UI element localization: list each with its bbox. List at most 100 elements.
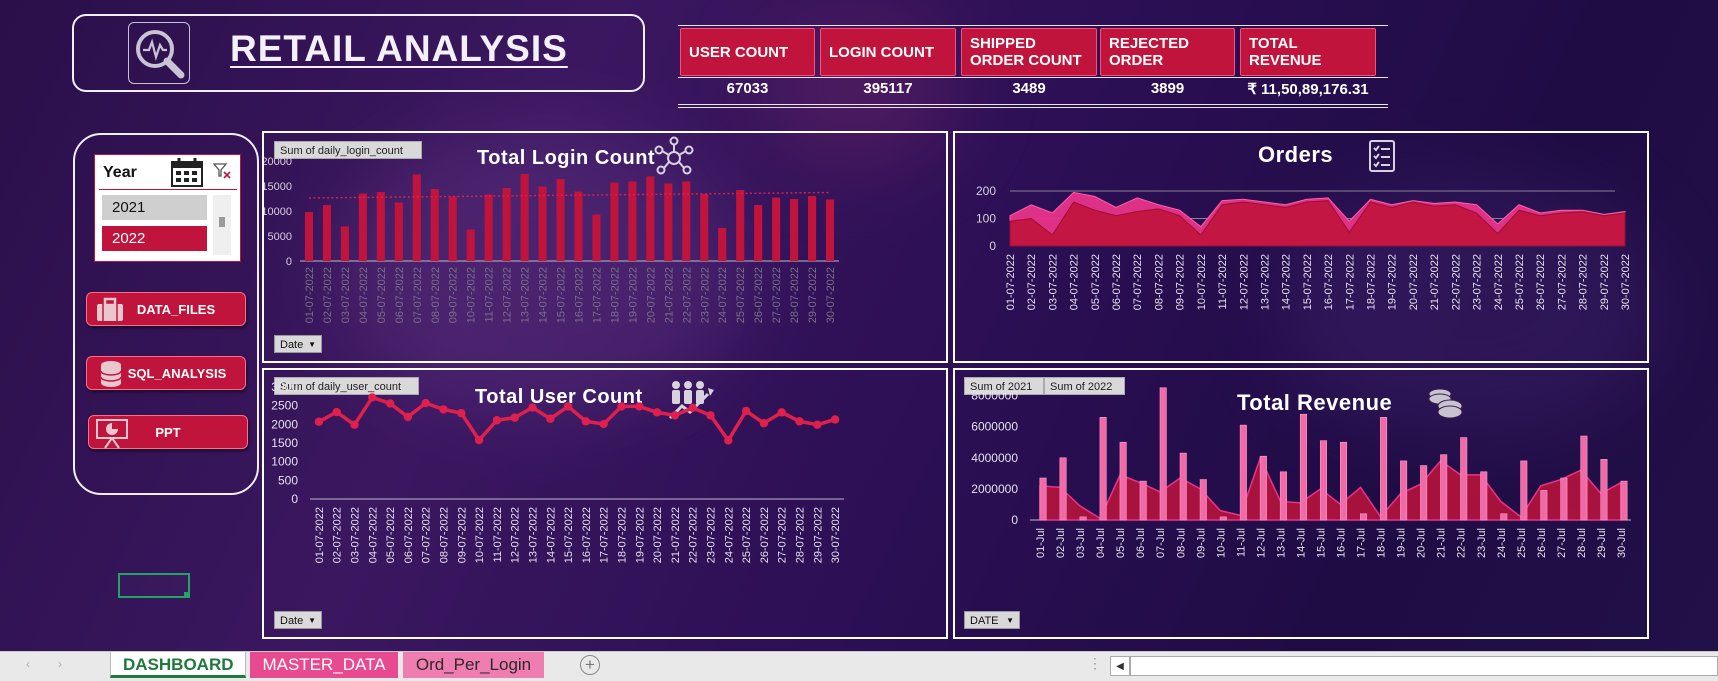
slicer-item-2021[interactable]: 2021 — [102, 195, 207, 220]
revenue-2022-bar — [1440, 454, 1448, 521]
clear-filter-icon[interactable] — [212, 163, 231, 184]
revenue-2021-button[interactable]: Sum of 2021 — [964, 377, 1044, 395]
slicer-item-2022[interactable]: 2022 — [102, 226, 207, 251]
tab-ord-per-login[interactable]: Ord_Per_Login — [403, 652, 544, 678]
x-tick-label: 16-07-2022 — [581, 507, 593, 563]
x-tick-label: 16-Jul — [1336, 528, 1348, 558]
users-field-button[interactable]: Sum of daily_user_count — [274, 377, 419, 395]
login-bar — [394, 202, 403, 261]
revenue-2022-bar — [1500, 513, 1508, 521]
x-tick-label: 08-Jul — [1175, 528, 1187, 558]
login-chart-title: Total Login Count — [477, 147, 656, 169]
user-count-point — [385, 399, 395, 408]
data-files-button[interactable]: DATA_FILES — [86, 292, 246, 326]
x-tick-label: 10-Jul — [1215, 528, 1227, 558]
login-bar — [322, 205, 331, 261]
user-count-point — [652, 408, 662, 417]
orders-area-2 — [1009, 200, 1626, 247]
y-tick-label: 100 — [976, 212, 996, 226]
x-tick-label: 21-07-2022 — [1429, 254, 1441, 310]
kpi-bottom-rule — [678, 104, 1388, 105]
login-bar — [772, 197, 781, 261]
login-date-filter[interactable]: Date ▼ — [274, 335, 322, 353]
tab-scroll-left-icon[interactable]: ‹ — [26, 657, 30, 671]
x-tick-label: 05-07-2022 — [385, 507, 397, 563]
revenue-2022-bar — [1420, 465, 1428, 521]
login-field-button[interactable]: Sum of daily_login_count — [274, 141, 422, 159]
x-tick-label: 27-07-2022 — [1556, 254, 1568, 310]
x-tick-label: 28-Jul — [1576, 528, 1588, 558]
x-tick-label: 12-07-2022 — [1238, 254, 1250, 310]
revenue-bar-chart: 0 2000000 4000000 6000000 8000000 01-Jul 02-Ju… — [971, 387, 1631, 558]
revenue-2022-bar — [1520, 460, 1528, 521]
user-count-point — [421, 398, 430, 408]
tab-dashboard[interactable]: DASHBOARD — [110, 652, 246, 678]
y-tick-label: 0 — [286, 256, 292, 268]
kpi-bottom-rule-2 — [678, 107, 1388, 108]
login-bar — [304, 212, 314, 261]
user-count-point — [635, 402, 644, 411]
selected-cell[interactable] — [118, 573, 190, 598]
x-tick-label: 25-Jul — [1516, 528, 1528, 558]
x-tick-label: 06-07-2022 — [403, 507, 415, 563]
y-tick-label: 2000 — [271, 417, 298, 431]
revenue-2021-area — [1039, 455, 1622, 521]
x-tick-label: 13-Jul — [1275, 528, 1287, 558]
x-tick-label: 19-07-2022 — [627, 267, 639, 323]
sql-analysis-label: SQL_ANALYSIS — [127, 365, 227, 381]
user-count-point — [546, 414, 555, 423]
users-date-filter-label: Date — [280, 615, 304, 627]
x-tick-label: 24-07-2022 — [717, 267, 729, 323]
splitter-handle-icon[interactable]: ⋮ — [1088, 655, 1102, 671]
hscroll-left-icon[interactable]: ◀ — [1110, 656, 1130, 676]
x-tick-label: 21-07-2022 — [670, 507, 682, 563]
x-tick-label: 02-07-2022 — [1026, 254, 1038, 310]
revenue-2022-bar — [1319, 440, 1327, 521]
revenue-2022-bar — [1340, 441, 1348, 521]
login-bar — [376, 192, 385, 261]
users-date-filter[interactable]: Date ▼ — [274, 611, 322, 629]
x-tick-label: 19-07-2022 — [1387, 254, 1399, 310]
tab-scroll-right-icon[interactable]: › — [58, 657, 62, 671]
data-files-label: DATA_FILES — [136, 301, 216, 317]
revenue-date-filter[interactable]: DATE ▼ — [964, 611, 1020, 629]
x-tick-label: 23-07-2022 — [1472, 254, 1484, 310]
x-tick-label: 19-Jul — [1396, 528, 1408, 558]
y-tick-label: 500 — [278, 473, 298, 487]
sql-analysis-button[interactable]: SQL_ANALYSIS — [86, 356, 246, 390]
user-count-point — [563, 402, 573, 411]
login-bar — [610, 182, 619, 261]
x-tick-label: 23-Jul — [1476, 528, 1488, 558]
ppt-button[interactable]: PPT — [88, 415, 248, 449]
x-tick-label: 18-07-2022 — [617, 507, 629, 563]
x-tick-label: 12-07-2022 — [510, 507, 522, 563]
checklist-icon — [1368, 139, 1396, 178]
x-tick-label: 14-Jul — [1295, 528, 1307, 558]
x-tick-label: 11-Jul — [1235, 528, 1247, 557]
kpi-user-count-value: 67033 — [726, 80, 769, 97]
login-bar — [592, 214, 601, 261]
x-tick-label: 08-07-2022 — [439, 507, 451, 563]
horizontal-scrollbar[interactable] — [1130, 656, 1718, 676]
login-date-filter-label: Date — [280, 339, 304, 351]
users-line-chart: 0 500 1000 1500 2000 2500 3000 01-07-2022 02-07-… — [271, 380, 844, 563]
y-tick-label: 15000 — [264, 181, 292, 193]
x-tick-label: 13-07-2022 — [520, 267, 532, 323]
revenue-2022-button[interactable]: Sum of 2022 — [1044, 377, 1125, 395]
add-sheet-icon[interactable]: + — [580, 655, 600, 675]
revenue-2022-bar — [1119, 441, 1127, 521]
slicer-scrollbar[interactable] — [213, 195, 231, 255]
user-count-point — [741, 406, 751, 416]
x-tick-label: 27-07-2022 — [777, 507, 789, 563]
tab-master-data[interactable]: MASTER_DATA — [250, 652, 398, 678]
x-tick-label: 18-07-2022 — [609, 267, 621, 323]
x-tick-label: 27-Jul — [1556, 528, 1568, 558]
login-bar — [430, 189, 439, 261]
x-tick-label: 02-Jul — [1055, 528, 1067, 558]
x-tick-label: 12-07-2022 — [502, 267, 514, 323]
x-tick-label: 25-07-2022 — [735, 267, 747, 323]
login-bar — [808, 196, 817, 261]
x-tick-label: 17-Jul — [1356, 528, 1368, 558]
x-tick-label: 03-07-2022 — [340, 267, 352, 323]
y-tick-label: 20000 — [264, 156, 292, 168]
